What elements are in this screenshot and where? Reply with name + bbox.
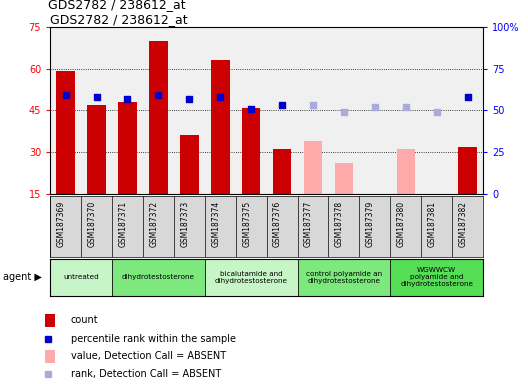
Point	[247, 106, 256, 112]
Point	[432, 109, 441, 115]
Bar	[304, 141, 322, 194]
Text: GSM187378: GSM187378	[335, 201, 344, 247]
Point	[123, 96, 131, 102]
Point	[402, 104, 410, 110]
Point	[216, 94, 224, 100]
Text: GSM187377: GSM187377	[304, 201, 313, 247]
Text: agent ▶: agent ▶	[3, 272, 42, 283]
Text: GDS2782 / 238612_at: GDS2782 / 238612_at	[48, 0, 185, 12]
Point	[371, 104, 379, 110]
Text: GSM187379: GSM187379	[366, 201, 375, 247]
Bar	[205, 259, 298, 296]
Text: GSM187369: GSM187369	[56, 201, 65, 247]
Point	[464, 94, 472, 100]
Text: WGWWCW
polyamide and
dihydrotestosterone: WGWWCW polyamide and dihydrotestosterone	[400, 267, 473, 288]
Text: control polyamide an
dihydrotestosterone: control polyamide an dihydrotestosterone	[306, 271, 382, 284]
Bar	[45, 314, 55, 327]
Text: GSM187373: GSM187373	[181, 201, 190, 247]
Bar	[87, 105, 106, 194]
Text: dihydrotestosterone: dihydrotestosterone	[122, 275, 195, 280]
Point	[278, 102, 286, 108]
Bar	[390, 259, 483, 296]
Point	[154, 92, 163, 98]
Text: GSM187372: GSM187372	[149, 201, 158, 247]
Bar	[458, 147, 477, 194]
Bar	[112, 259, 205, 296]
Bar	[397, 149, 415, 194]
Bar	[50, 259, 112, 296]
Text: GSM187381: GSM187381	[428, 201, 437, 247]
Bar	[149, 41, 168, 194]
Text: GDS2782 / 238612_at: GDS2782 / 238612_at	[50, 13, 188, 26]
Text: count: count	[71, 315, 98, 325]
Bar	[56, 71, 75, 194]
Text: GSM187382: GSM187382	[459, 201, 468, 247]
Point	[309, 102, 317, 108]
Text: value, Detection Call = ABSENT: value, Detection Call = ABSENT	[71, 351, 226, 361]
Point	[92, 94, 101, 100]
Text: bicalutamide and
dihydrotestosterone: bicalutamide and dihydrotestosterone	[215, 271, 288, 284]
Bar	[180, 136, 199, 194]
Text: GSM187375: GSM187375	[242, 201, 251, 247]
Text: rank, Detection Call = ABSENT: rank, Detection Call = ABSENT	[71, 369, 221, 379]
Text: percentile rank within the sample: percentile rank within the sample	[71, 334, 235, 344]
Text: GSM187376: GSM187376	[273, 201, 282, 247]
Text: GSM187374: GSM187374	[211, 201, 220, 247]
Bar	[273, 149, 291, 194]
Bar	[45, 349, 55, 362]
Bar	[211, 60, 230, 194]
Text: GSM187370: GSM187370	[88, 201, 97, 247]
Bar	[298, 259, 390, 296]
Bar	[242, 108, 260, 194]
Bar	[335, 163, 353, 194]
Bar	[118, 102, 137, 194]
Point	[185, 96, 194, 102]
Text: untreated: untreated	[63, 275, 99, 280]
Point	[61, 92, 70, 98]
Point	[340, 109, 348, 115]
Text: GSM187371: GSM187371	[118, 201, 127, 247]
Text: GSM187380: GSM187380	[397, 201, 406, 247]
